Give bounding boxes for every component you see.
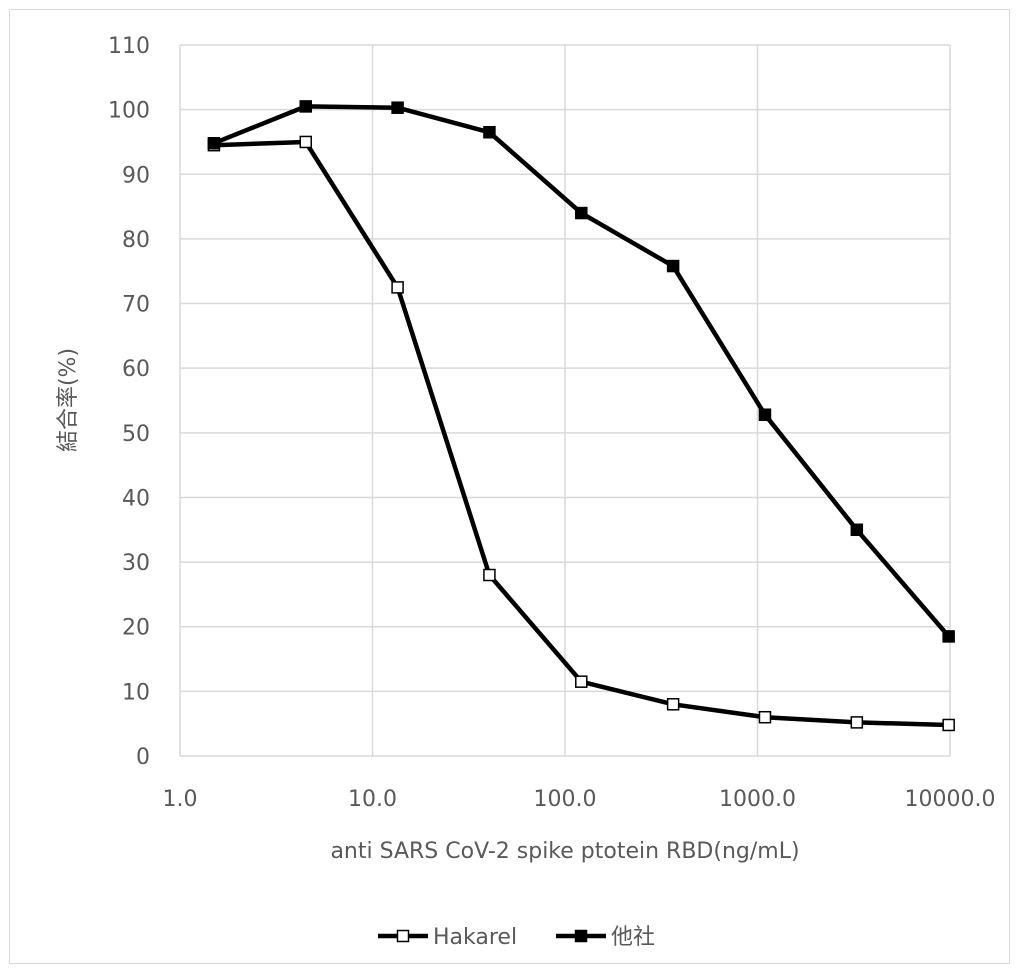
legend-marker-0 (396, 929, 410, 943)
data-point-0 (575, 675, 588, 688)
data-point-1 (391, 101, 404, 114)
y-tick-label: 40 (122, 486, 150, 511)
y-tick-label: 10 (122, 680, 150, 705)
y-tick-label: 90 (122, 163, 150, 188)
x-axis-title: anti SARS CoV-2 spike ptotein RBD(ng/mL) (330, 839, 799, 864)
y-tick-label: 60 (122, 357, 150, 382)
legend-label: Hakarel (433, 925, 517, 950)
y-tick-label: 0 (136, 745, 150, 770)
data-point-1 (207, 136, 221, 150)
data-point-0 (758, 710, 772, 724)
y-axis-title: 結合率(%) (56, 348, 81, 452)
gridlines (179, 44, 951, 757)
x-tick-label: 1.0 (163, 787, 198, 812)
data-point-1 (483, 126, 496, 139)
x-tick-label: 10.0 (348, 787, 397, 812)
legend-marker-1 (574, 929, 588, 943)
plot-series (207, 100, 955, 732)
data-point-1 (850, 523, 864, 537)
data-point-0 (666, 698, 680, 711)
data-point-0 (850, 716, 864, 729)
y-tick-label: 80 (122, 228, 150, 253)
x-tick-label: 100.0 (534, 787, 597, 812)
x-tick-label: 1000.0 (719, 787, 796, 812)
data-point-0 (483, 568, 496, 582)
data-point-1 (942, 630, 955, 643)
y-tick-label: 50 (122, 422, 150, 447)
chart-frame (9, 9, 1010, 964)
y-tick-label: 110 (108, 34, 150, 59)
y-tick-label: 70 (122, 293, 150, 318)
x-axis-ticks: 1.0 10.0 100.0 1000.0 10000.0 (163, 787, 996, 812)
legend-label: 他社 (611, 925, 655, 950)
legend: Hakarel 他社 (378, 925, 655, 950)
y-axis-ticks: 0 10 20 30 40 50 60 70 80 90 100 110 (108, 34, 150, 770)
data-point-0 (942, 718, 955, 732)
x-tick-label: 10000.0 (905, 787, 996, 812)
y-tick-label: 100 (108, 99, 150, 124)
data-point-1 (575, 206, 588, 220)
data-point-1 (758, 408, 772, 421)
y-tick-label: 30 (122, 551, 150, 576)
data-point-1 (666, 259, 680, 273)
series-line-1 (213, 104, 951, 638)
data-point-0 (299, 135, 312, 149)
data-point-1 (299, 100, 312, 113)
data-point-0 (391, 281, 404, 294)
y-tick-label: 20 (122, 616, 150, 641)
